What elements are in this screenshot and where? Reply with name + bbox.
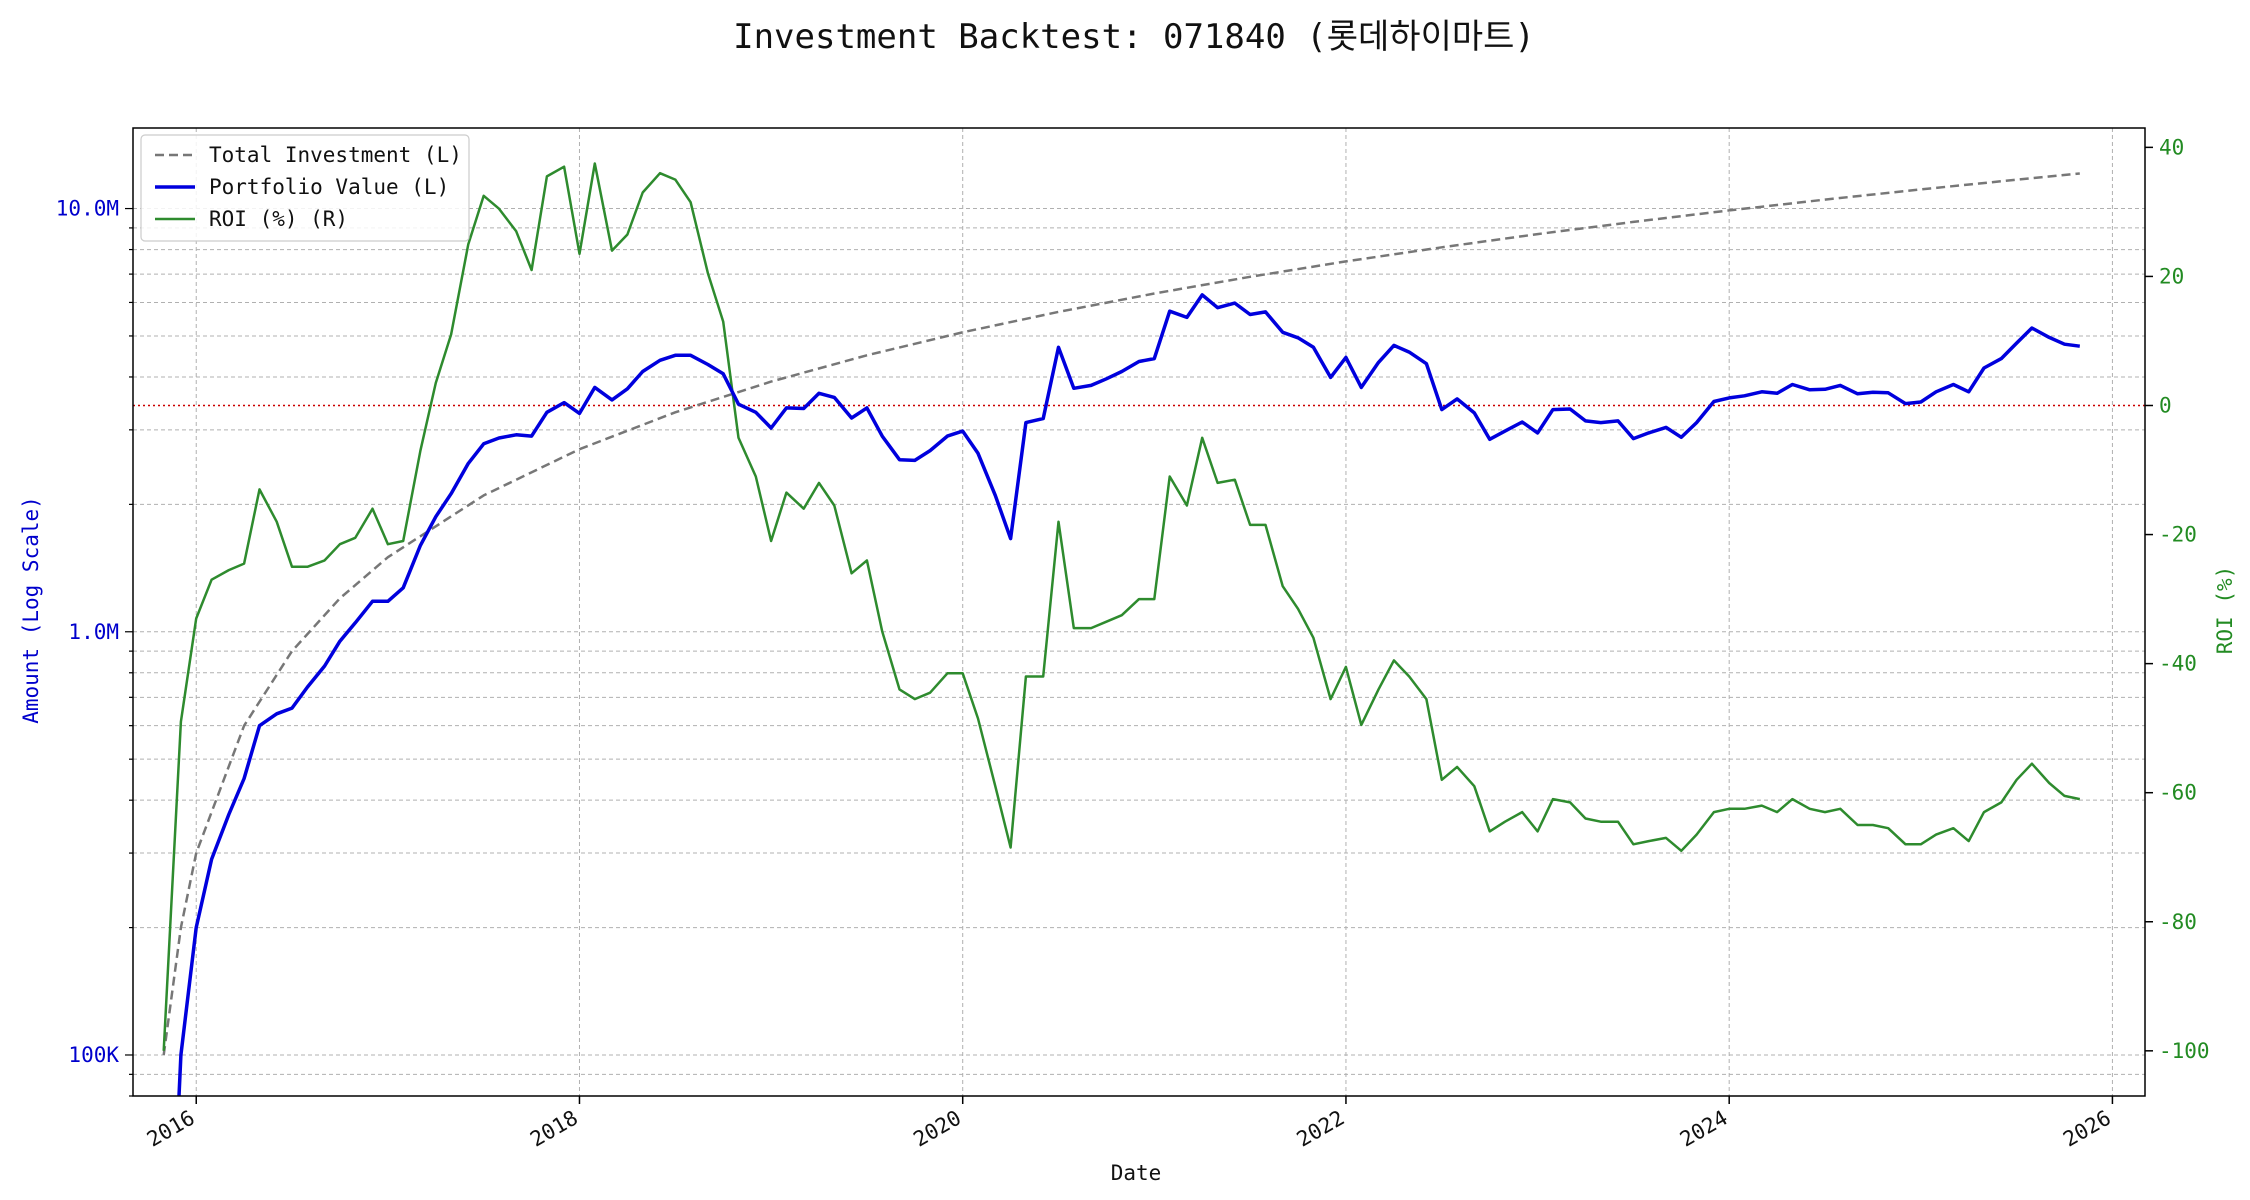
series-layer bbox=[162, 162, 2081, 1097]
legend-label-total-investment: Total Investment (L) bbox=[209, 143, 462, 167]
y-left-tick-label: 100K bbox=[68, 1043, 119, 1067]
y-right-tick-label: 0 bbox=[2159, 393, 2172, 417]
legend-box bbox=[140, 134, 470, 242]
y-right-tick-label: -100 bbox=[2159, 1039, 2210, 1063]
x-axis-label: Date bbox=[1111, 1161, 1162, 1185]
legend-label-roi: ROI (%) (R) bbox=[209, 207, 348, 231]
y-right-tick-label: -80 bbox=[2159, 910, 2197, 934]
y-axis-right-label: ROI (%) bbox=[2213, 566, 2237, 655]
series-total-investment-line bbox=[162, 172, 2080, 1056]
plot-frame bbox=[132, 127, 2146, 1097]
legend-label-portfolio-value: Portfolio Value (L) bbox=[209, 175, 449, 199]
legend: Total Investment (L) Portfolio Value (L) R… bbox=[140, 134, 470, 242]
grid bbox=[133, 128, 2145, 1097]
chart-title: Investment Backtest: 071840 (롯데하이마트) bbox=[733, 17, 1535, 57]
y-right-tick-label: -60 bbox=[2159, 781, 2197, 805]
series-roi-line bbox=[162, 162, 2081, 1051]
y-right-tick-label: -40 bbox=[2159, 652, 2197, 676]
y-axis-left-label: Amount (Log Scale) bbox=[19, 496, 43, 724]
y-right-tick-label: 20 bbox=[2159, 264, 2184, 288]
y-left-tick-label: 10.0M bbox=[56, 197, 119, 221]
y-right-tick-label: -20 bbox=[2159, 523, 2197, 547]
y-right-tick-label: 40 bbox=[2159, 135, 2184, 159]
y-left-tick-label: 1.0M bbox=[68, 620, 119, 644]
series-portfolio-value-line bbox=[177, 293, 2081, 1097]
